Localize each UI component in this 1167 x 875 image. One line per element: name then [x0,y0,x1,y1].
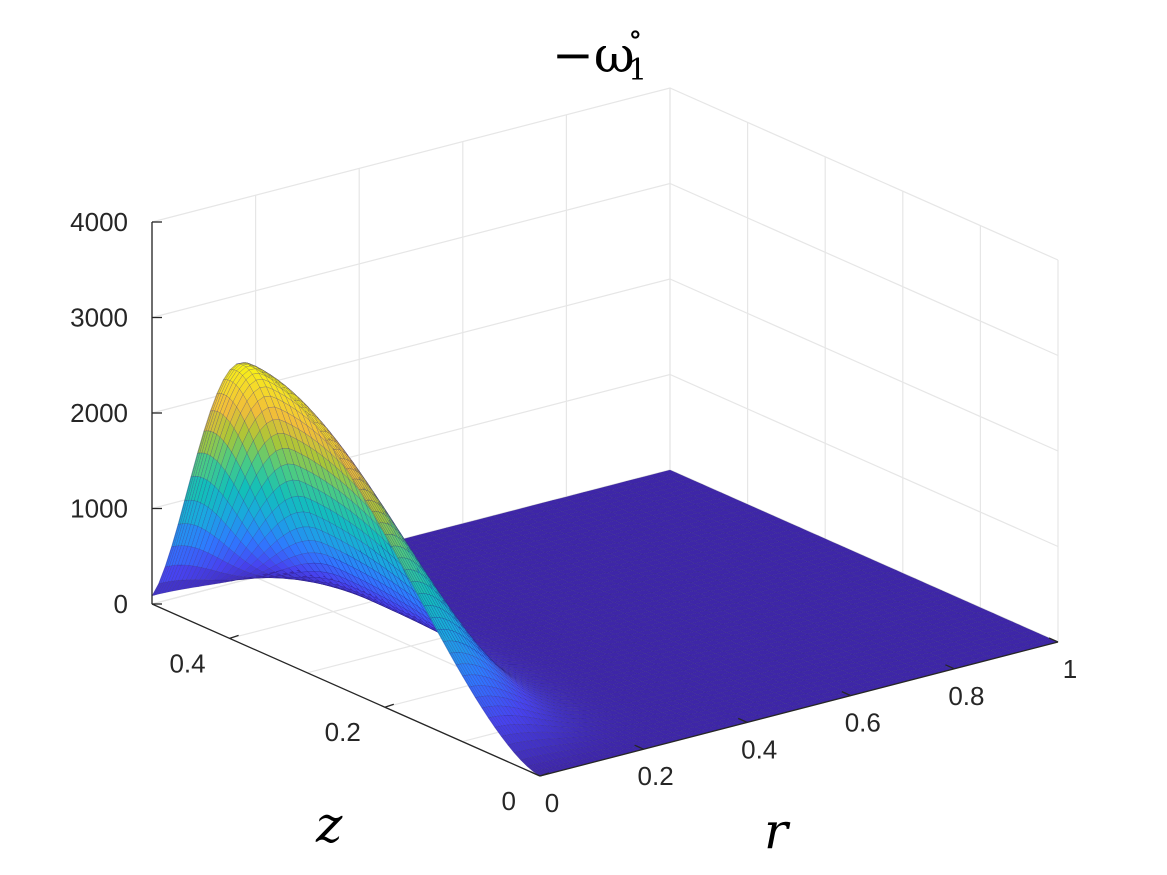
r-tick-label: 0.8 [948,681,984,711]
z-tick-label: 0 [502,786,516,816]
z-tick-label: 0.4 [169,648,205,678]
r-tick-label: 0 [545,788,559,818]
chart-title: −ω 1 ∘ [552,17,647,88]
value-tick-label: 4000 [70,207,128,237]
value-tick-label: 0 [114,589,128,619]
title-subscript: 1 [628,53,647,88]
r-tick-label: 1 [1063,654,1077,684]
z-axis-label: z [315,796,343,854]
value-tick-label: 2000 [70,398,128,428]
r-tick-label: 0.6 [845,708,881,738]
value-tick-label: 3000 [70,303,128,333]
grid-line-value [151,87,1059,261]
r-axis-label: r [764,802,791,860]
surface-plot [151,362,1059,777]
value-tick-label: 1000 [70,494,128,524]
title-superscript: ∘ [628,17,643,52]
r-tick-label: 0.2 [638,761,674,791]
r-tick-label: 0.4 [741,734,777,764]
z-tick-label: 0.2 [325,717,361,747]
title-main: −ω [552,26,635,84]
grid-line-value [151,182,1059,357]
